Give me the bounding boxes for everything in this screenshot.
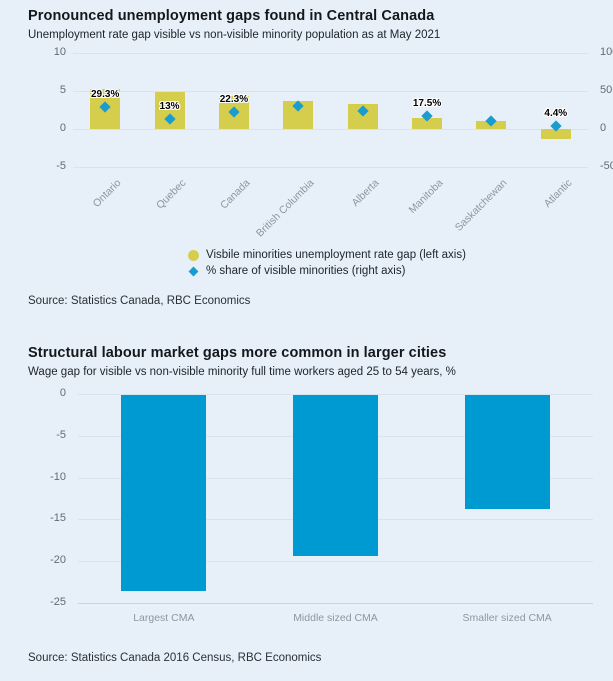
left-axis-tick: 5 [59,84,66,96]
category-label-middle-sized-cma: Middle sized CMA [293,612,378,624]
y-axis-tick: -25 [50,596,66,608]
right-axis-tick: 100 [600,46,613,58]
bar-series-swatch-icon [188,249,199,261]
bar-smaller-sized-cma [464,395,550,509]
bar-largest-cma [121,395,207,591]
wage-gap-plot: 0 -5 -10 -15 -20 -25 Largest CMA Middle sized C… [28,387,613,636]
chart1-subtitle: Unemployment rate gap visible vs non-vis… [28,29,441,41]
chart1-legend: Visbile minorities unemployment rate gap… [188,247,613,279]
y-axis-tick: 0 [59,387,66,399]
legend-label-bar-series: Visbile minorities unemployment rate gap… [206,249,466,261]
data-label-quebec: 13% [159,101,180,113]
chart1-source: Source: Statistics Canada, RBC Economics [28,295,251,307]
left-axis-tick: 0 [59,122,66,134]
unemployment-chart-section: Pronounced unemployment gaps found in Ce… [28,8,613,307]
chart1-title: Pronounced unemployment gaps found in Ce… [28,8,435,24]
right-axis-tick: -50 [600,160,613,172]
wage-gap-chart-section: Structural labour market gaps more commo… [28,345,613,664]
y-axis-tick: -10 [50,470,66,483]
chart2-source: Source: Statistics Canada 2016 Census, R… [28,652,322,664]
legend-item-bar-series: Visbile minorities unemployment rate gap… [188,247,613,263]
gridline [73,53,588,54]
chart2-subtitle: Wage gap for visible vs non-visible mino… [28,366,456,378]
gridline [78,394,593,395]
right-axis-tick: 50 [600,84,613,96]
gridline [78,603,593,604]
left-axis-tick: -5 [56,160,66,172]
gridline [78,561,593,563]
legend-label-marker-series: % share of visible minorities (right axi… [206,265,406,277]
chart2-title: Structural labour market gaps more commo… [28,345,447,361]
gridline [73,91,588,92]
legend-item-marker-series: % share of visible minorities (right axi… [188,263,613,279]
bar-manitoba [412,118,443,129]
category-label-largest-cma: Largest CMA [133,612,195,624]
bar-middle-sized-cma [293,395,378,556]
unemployment-gap-plot: 1010055000-5-5029.3%Ontario13%Quebec22.3… [28,46,613,245]
right-axis-tick: 0 [600,122,607,134]
gridline [73,167,588,168]
gridline [73,129,588,130]
category-label-smaller-sized-cma: Smaller sized CMA [462,612,552,624]
y-axis-tick: -15 [50,512,66,525]
diamond-marker-icon [188,266,199,276]
data-label-ontario: 29.3% [91,88,120,100]
bar-atlantic [540,129,571,139]
left-axis-tick: 10 [53,46,66,58]
data-label-manitoba: 17.5% [412,97,442,109]
y-axis-tick: -5 [56,428,66,441]
data-label-canada: 22.3% [219,94,249,106]
data-label-atlantic: 4.4% [544,107,568,119]
y-axis-tick: -20 [50,554,66,567]
